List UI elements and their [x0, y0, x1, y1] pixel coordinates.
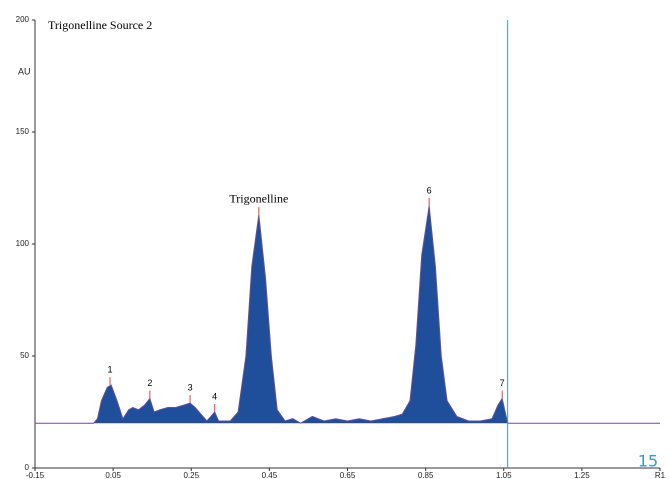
peak-label: 6: [427, 185, 432, 195]
page-number: 15: [638, 452, 658, 471]
chart-title: Trigonelline Source 2: [48, 18, 152, 32]
y-tick-label: 200: [16, 15, 30, 24]
y-tick-label: 100: [16, 239, 30, 248]
x-tick-label: 1.25: [574, 471, 590, 479]
peak-area: [35, 205, 660, 424]
peak-label: 2: [147, 378, 152, 388]
x-tick-label: 0.85: [418, 471, 434, 479]
x-tick-label: R1: [655, 471, 666, 479]
peak-label: Trigonelline: [229, 192, 288, 206]
x-tick-label: 0.45: [262, 471, 278, 479]
x-tick-label: 0.65: [340, 471, 356, 479]
y-tick-label: 0: [25, 463, 30, 472]
y-tick-label: 150: [16, 127, 30, 136]
peak-label: 7: [500, 378, 505, 388]
x-tick-label: 0.05: [105, 471, 121, 479]
x-tick-label: 0.25: [183, 471, 199, 479]
peak-label: 1: [107, 364, 112, 374]
peak-label: 4: [212, 391, 217, 401]
signal-line: [35, 205, 660, 424]
x-tick-label: 1.05: [496, 471, 512, 479]
y-axis-label: AU: [18, 66, 31, 76]
peak-label: 3: [188, 382, 193, 392]
y-tick-label: 50: [20, 351, 29, 360]
x-tick-label: -0.15: [26, 471, 45, 479]
